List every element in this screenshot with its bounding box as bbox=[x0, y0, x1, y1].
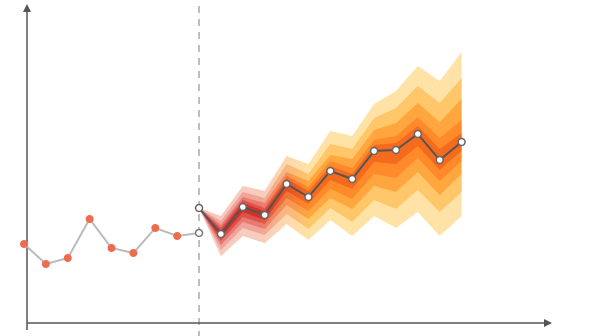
forecast-band-tint-5 bbox=[199, 179, 309, 238]
forecast-median-point bbox=[260, 210, 269, 220]
history-point bbox=[151, 224, 160, 232]
history-point bbox=[63, 254, 72, 262]
forecast-median-point bbox=[413, 129, 423, 139]
history-point bbox=[194, 228, 204, 238]
history-point bbox=[129, 249, 138, 257]
forecast-median-point bbox=[326, 166, 335, 176]
forecast-median-point bbox=[238, 202, 248, 212]
forecast-median-point bbox=[391, 145, 401, 155]
history-line bbox=[23, 217, 200, 266]
forecast-median-point bbox=[194, 203, 204, 213]
history-point bbox=[173, 232, 182, 240]
forecast-median-point bbox=[282, 179, 291, 189]
history-series bbox=[20, 215, 204, 268]
history-point bbox=[41, 260, 50, 268]
forecast-median-point bbox=[457, 137, 466, 147]
forecast-near-term-tints bbox=[199, 156, 309, 256]
forecast-median-point bbox=[347, 174, 357, 184]
history-point bbox=[20, 240, 28, 248]
forecast-median-point bbox=[304, 192, 313, 202]
history-point bbox=[107, 244, 116, 252]
forecast-median-series bbox=[194, 129, 466, 239]
forecast-median-point bbox=[435, 155, 444, 165]
forecast-median-point bbox=[369, 146, 379, 156]
history-point bbox=[85, 215, 94, 223]
forecast-median-point bbox=[216, 229, 226, 239]
